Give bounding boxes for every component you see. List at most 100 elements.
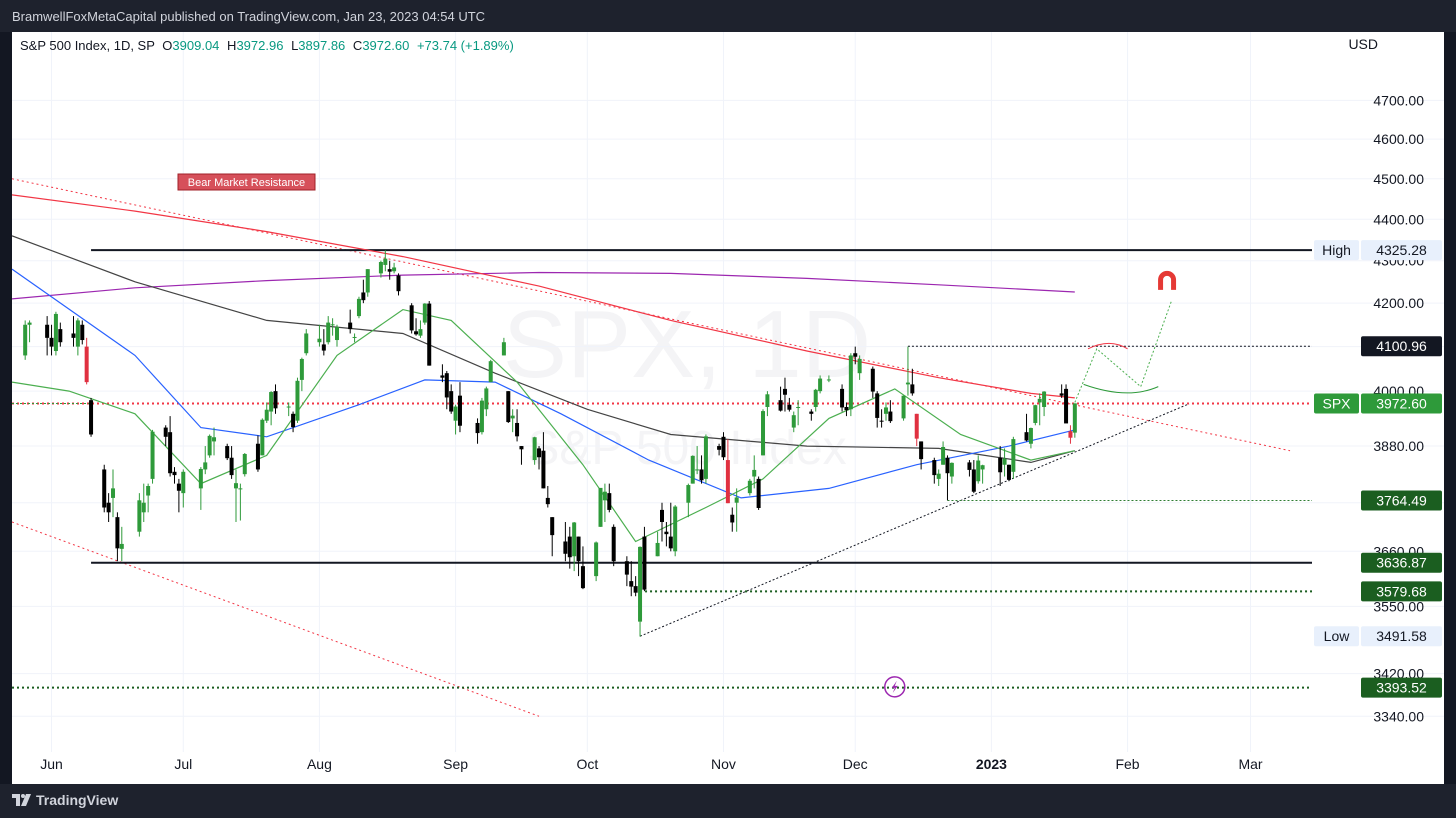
candle-body (919, 441, 924, 460)
candle-body (532, 437, 537, 461)
support-trendline (639, 403, 1190, 637)
candle-body (725, 460, 730, 504)
time-tick-label: 2023 (976, 756, 1007, 772)
moving-average (12, 268, 1075, 499)
candle-body (1068, 431, 1073, 438)
price-label-box (1361, 240, 1442, 261)
price-chart[interactable]: SPX, 1D S&P 500 Index 4700.00 4600.00 4500… (12, 32, 1444, 784)
candle-body (703, 436, 708, 479)
bear-label: Bear Market Resistance (177, 173, 316, 191)
time-tick-label: Dec (843, 756, 868, 772)
watermark-symbol: SPX, 1D (503, 291, 871, 398)
candle-body (356, 298, 361, 317)
candle-body (269, 392, 274, 412)
candle-body (383, 258, 388, 265)
brand-name: TradingView (36, 792, 119, 808)
price-tick-label: 4700.00 (1373, 92, 1424, 108)
candle-body (633, 586, 638, 593)
price-label-value: 3579.68 (1376, 583, 1427, 599)
candle-body (304, 333, 309, 354)
candle-body (321, 344, 326, 351)
watermark: SPX, 1D S&P 500 Index (503, 291, 871, 475)
candle-body (550, 517, 555, 536)
candle-body (809, 411, 814, 414)
time-tick-label: Aug (307, 756, 332, 772)
candle-body (348, 322, 353, 330)
price-tick-label: 3420.00 (1373, 666, 1424, 682)
candle-body (932, 460, 937, 476)
flash-icon (884, 676, 906, 698)
candle-body (168, 432, 173, 474)
publish-header: BramwellFoxMetaCapital published on Trad… (0, 0, 1456, 32)
candle-body (141, 502, 146, 513)
publisher-line: BramwellFoxMetaCapital published on Trad… (12, 9, 486, 24)
legend-close-label: C (352, 38, 363, 53)
candle-body (765, 394, 770, 407)
candle-body (826, 379, 831, 381)
candle-body (172, 471, 177, 476)
candle-body (225, 446, 230, 459)
candle-body (602, 491, 607, 501)
candle-body (945, 457, 950, 474)
candle-body (233, 483, 238, 489)
candle-body (203, 462, 208, 470)
candle-body (1024, 432, 1029, 441)
candle-body (699, 469, 704, 481)
price-label-box (1361, 393, 1442, 414)
time-axis[interactable]: Jun Jul Aug Sep Oct Nov Dec 2023 Feb Mar (40, 756, 1263, 772)
flash-bolt (891, 680, 898, 693)
price-label-name-box (1314, 240, 1359, 261)
moving-averages (12, 194, 1075, 543)
trendlines (12, 178, 1312, 717)
candle-body (291, 413, 296, 428)
price-label-value: 3636.87 (1376, 555, 1427, 571)
tradingview-logo-icon (12, 794, 31, 806)
price-label-box (1361, 552, 1442, 573)
candle-body (286, 406, 291, 408)
price-tick-label: 3340.00 (1373, 708, 1424, 724)
candle-body (238, 488, 243, 490)
candle-body (414, 331, 419, 335)
time-tick-label: Feb (1115, 756, 1139, 772)
candle-body (998, 457, 1003, 473)
candle-body (260, 419, 265, 456)
price-label-box (1361, 626, 1442, 647)
magnet-icon (1158, 270, 1177, 290)
candle-body (255, 443, 260, 470)
price-label-box (1361, 490, 1442, 511)
price-label-name-box (1314, 393, 1359, 414)
candle-body (207, 435, 212, 456)
candle-body (563, 541, 568, 554)
candle-body (506, 391, 511, 423)
candle-body (242, 453, 247, 475)
time-tick-label: Nov (711, 756, 736, 772)
candle-body (1037, 398, 1042, 403)
green-curve-arrow (1083, 383, 1159, 394)
price-tick-label: 4600.00 (1373, 131, 1424, 147)
candle-body (519, 446, 524, 450)
price-label-name: SPX (1322, 396, 1351, 412)
candle-body (396, 275, 401, 292)
legend-close: 3972.60 (362, 38, 410, 53)
candle-body (75, 320, 80, 347)
candle-body (137, 500, 142, 532)
candles (23, 250, 1077, 637)
price-tick-label: 3550.00 (1373, 598, 1424, 614)
time-tick-label: Jun (40, 756, 63, 772)
candle-body (690, 455, 695, 484)
candle-body (89, 400, 94, 435)
candle-body (427, 303, 432, 366)
candle-body (747, 480, 752, 494)
candle-body (624, 561, 629, 575)
candle-body (299, 358, 304, 380)
candle-body (479, 400, 484, 433)
candle-body (392, 267, 397, 272)
footer: TradingView (0, 784, 1456, 818)
candle-body (515, 422, 520, 437)
chart-area[interactable]: SPX, 1D S&P 500 Index 4700.00 4600.00 4500… (12, 32, 1444, 784)
price-label-box (1361, 581, 1442, 602)
candle-body (813, 389, 818, 407)
candle-body (453, 406, 458, 421)
candle-body (1072, 403, 1077, 433)
candle-body (642, 536, 647, 590)
